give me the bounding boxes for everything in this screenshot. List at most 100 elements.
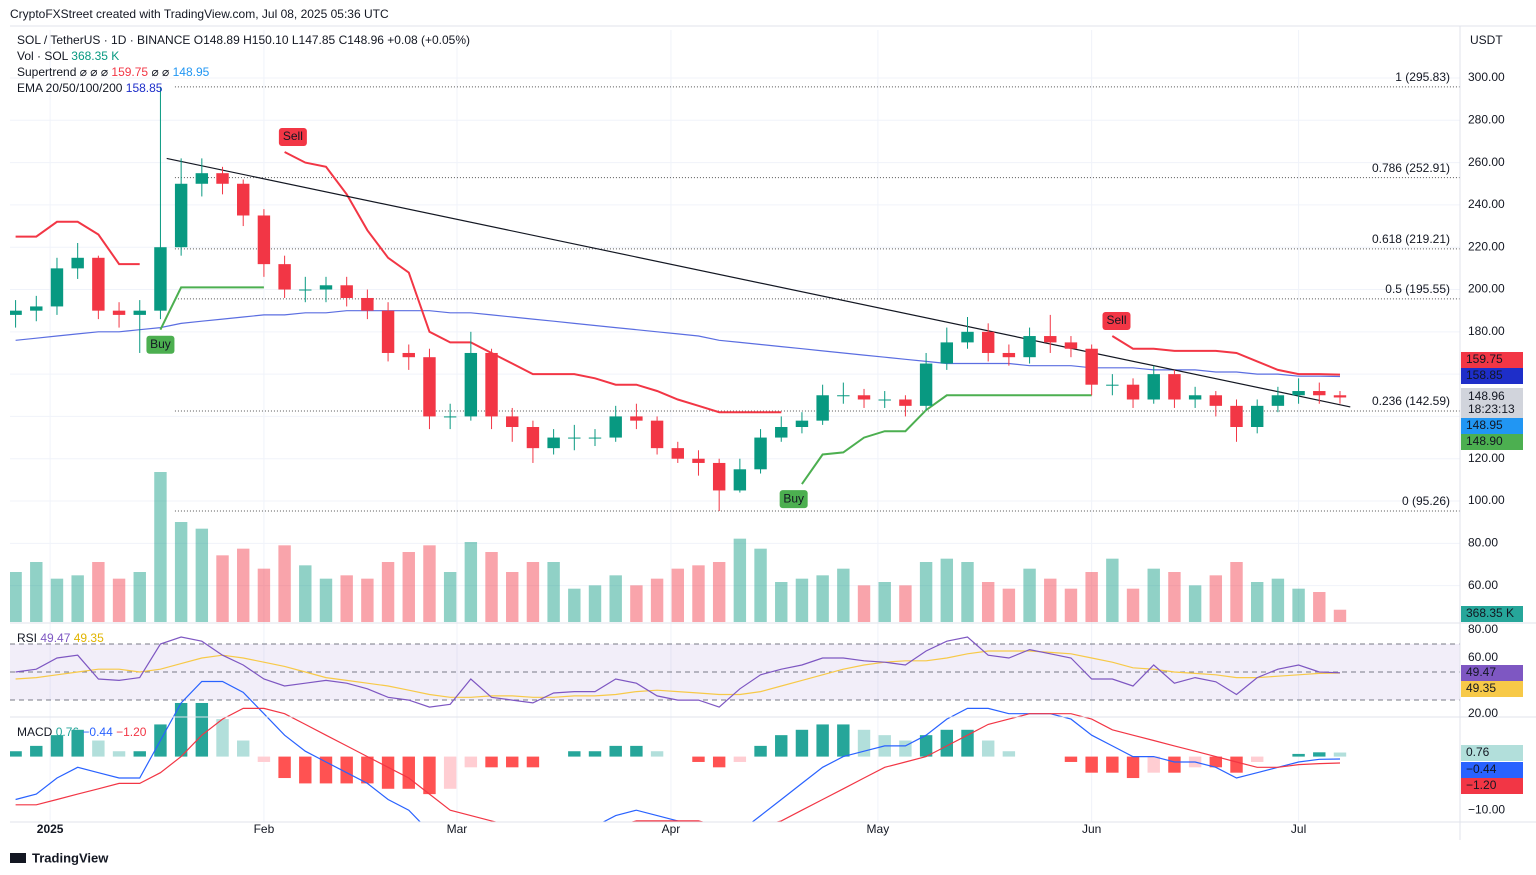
signal-label-bg [779,490,808,509]
candle-body [692,458,705,463]
axis-badge-bg [1461,434,1523,450]
macd-hist-bar [1085,756,1098,773]
candle-body [568,437,581,439]
candle-body [712,462,726,491]
rsi-ma [15,650,1341,698]
macd-hist-bar [195,702,209,757]
candle-body [402,352,415,358]
credit: CryptoFXStreet created with TradingView.… [10,7,389,21]
macd-hist-bar [174,702,188,757]
axis-badge-bg [1461,665,1523,681]
macd-hist-bar [361,756,374,784]
axis-badge: 0.76 [1466,745,1490,759]
volume-bar [568,588,581,622]
x-tick-label: Mar [447,822,468,836]
macd-hist-bar [1209,756,1223,768]
macd-hist-bar [1313,752,1326,757]
macd-hist-bar [464,756,478,768]
placeholder: ⌀ ⌀ [151,65,169,79]
volume-bar [878,582,891,622]
candle-body [981,331,995,353]
volume-bar [981,582,995,622]
candle-body [174,183,188,248]
macd-hist-bar [257,756,271,762]
candle-body [154,247,167,311]
axis-badge-bg [1461,606,1523,622]
volume-bar [1168,572,1181,622]
price-badge-bg [1461,388,1523,418]
symbol: SOL / TetherUS · 1D · BINANCE [17,33,190,47]
legend-ema: EMA 20/50/100/200 158.85 [17,81,163,95]
volume-bar [464,542,478,622]
axis-badge-bg [1461,762,1523,778]
volume-bar [30,562,43,622]
candle-body [837,395,850,397]
axis-badge: 49.47 [1466,665,1496,679]
volume-bar [961,562,974,622]
volume-bar [1333,609,1347,622]
candle-body [257,215,271,265]
low: L147.85 [292,33,336,47]
candle-body [733,469,747,491]
volume-bar [1271,578,1285,622]
x-tick-label: Apr [662,822,681,836]
label: Vol · SOL [17,49,69,63]
currency: USDT [1470,33,1503,47]
macd-hist-bar [340,756,353,784]
candle-body [754,437,767,470]
volume-bar [1230,562,1243,622]
signal-label-bg [278,128,307,147]
volume-bar [1085,572,1098,622]
candle-body [299,289,312,291]
macd-hist-bar [30,745,43,757]
volume-bar [92,562,105,622]
macd-hist-bar [940,729,954,757]
signal-label-bg [1102,312,1131,331]
axis-badge-bg [1461,352,1523,368]
macd-hist-bar [754,745,767,757]
macd-hist-bar [381,756,395,789]
y-tick-label: 60.00 [1468,578,1498,592]
macd-hist-bar [1064,756,1078,762]
volume-bar [671,568,684,622]
value: 49.35 [74,631,104,645]
plot-area [10,30,1460,822]
axis-badge: 368.35 K [1466,606,1514,620]
macd-hist-bar [112,751,126,757]
legend-volume: Vol · SOL 368.35 K [17,49,119,63]
candle-body [10,310,22,315]
x-tick-label: 2025 [37,822,64,836]
volume-bar [216,555,229,622]
candle-body [857,395,871,400]
macd-hist-bar [485,756,498,768]
candle-body [1250,405,1264,427]
x-tick-label: Jul [1291,822,1306,836]
volume-bar [857,585,871,622]
value: 49.47 [40,631,70,645]
volume-bar [10,572,22,622]
value: −0.44 [82,725,113,739]
x-tick-label: Feb [254,822,275,836]
volume-bar [50,578,64,622]
signal-label: Sell [1106,313,1126,327]
close: C148.96 [339,33,385,47]
macd-hist-bar [1333,752,1347,757]
volume-bar [712,562,726,622]
fib-label: 0.5 (195.55) [1385,282,1450,296]
rsi-tick-label: 60.00 [1468,650,1498,664]
candle-body [340,285,353,298]
candle-body [92,257,105,311]
legend-supertrend: Supertrend ⌀ ⌀ ⌀ 159.75 ⌀ ⌀ 148.95 [17,65,210,79]
signal-label-bg [146,335,175,354]
macd-hist-bar [1292,753,1305,757]
macd-hist-bar [919,735,933,757]
label: MACD [17,725,53,739]
macd-hist-bar [319,756,333,784]
volume-bar [443,572,457,622]
macd-hist-bar [568,751,581,757]
ema-line [15,310,1341,378]
volume-bar [299,565,312,622]
volume-bar [133,572,146,622]
fib-label: 0.786 (252.91) [1372,161,1450,175]
